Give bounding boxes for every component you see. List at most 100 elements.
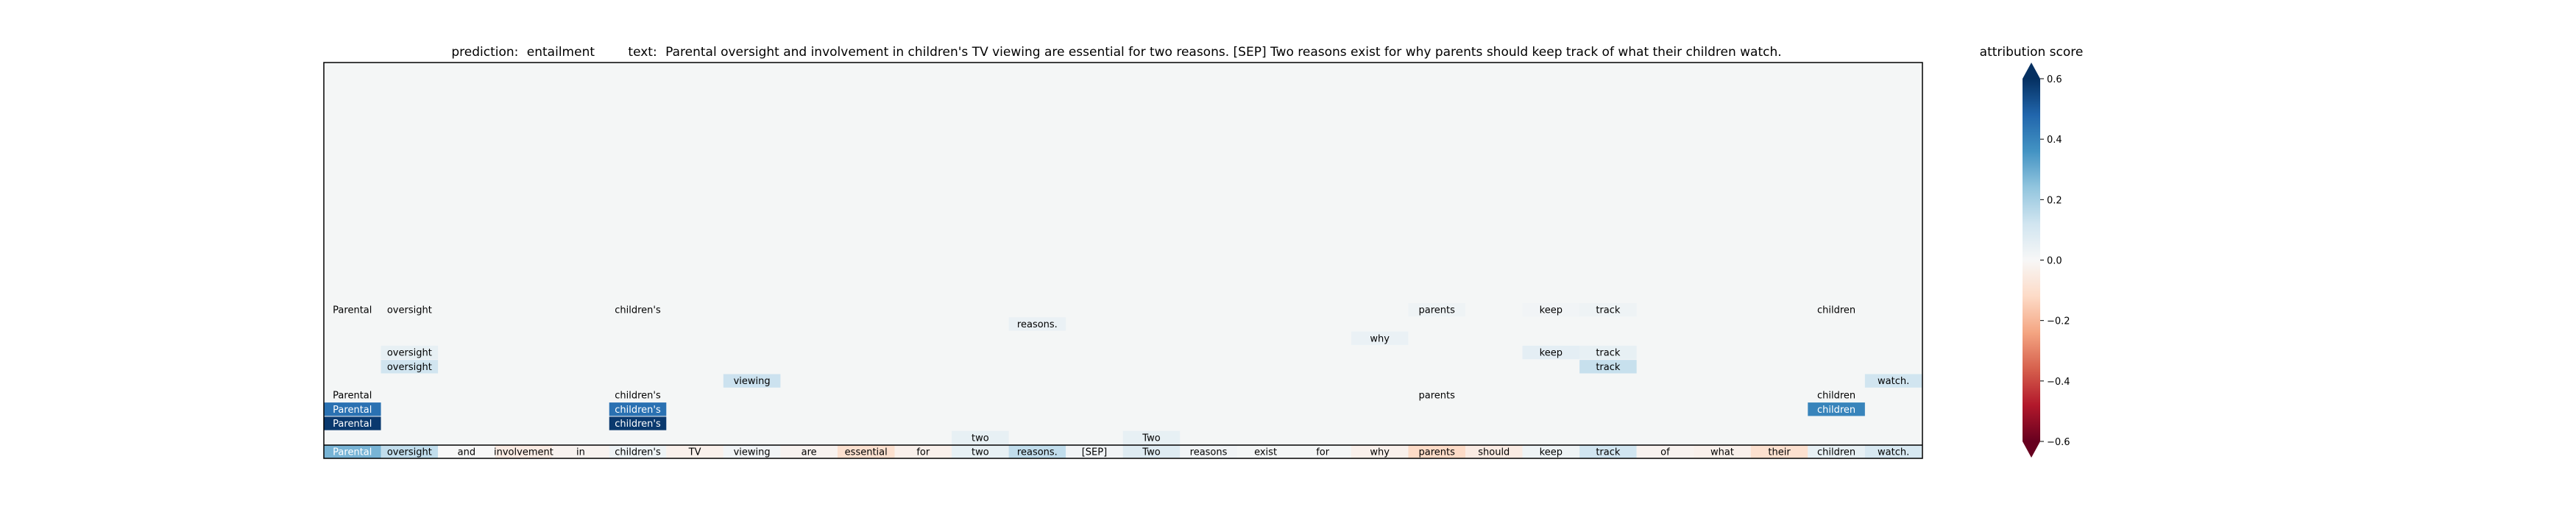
base-token-cell bbox=[1008, 445, 1066, 459]
attention-token-cell bbox=[952, 430, 1009, 444]
base-token-cell bbox=[952, 445, 1009, 459]
attention-token-cell bbox=[1579, 303, 1637, 317]
attention-token-cell bbox=[381, 360, 439, 374]
base-token-cell bbox=[1694, 445, 1751, 459]
base-token-label: for bbox=[916, 447, 930, 458]
attention-token-label: Two bbox=[1142, 433, 1160, 444]
attention-token-label: Parental bbox=[333, 305, 372, 316]
base-token-cell bbox=[1351, 445, 1409, 459]
base-token-label: should bbox=[1478, 447, 1510, 458]
attention-token-cell bbox=[324, 303, 381, 317]
colorbar-label: attribution score bbox=[1980, 45, 2084, 60]
base-token-label: are bbox=[802, 447, 817, 458]
attention-token-label: children's bbox=[615, 419, 661, 430]
base-token-cell bbox=[1579, 445, 1637, 459]
base-token-cell bbox=[1465, 445, 1523, 459]
attention-token-label: why bbox=[1370, 333, 1390, 344]
attention-token-cell bbox=[1008, 317, 1066, 331]
plot-frame bbox=[323, 62, 1923, 459]
base-token-cell bbox=[894, 445, 952, 459]
base-token-label: in bbox=[576, 447, 585, 458]
attention-token-label: viewing bbox=[734, 376, 771, 387]
plot-background bbox=[324, 63, 1922, 458]
attention-token-label: Parental bbox=[333, 390, 372, 401]
base-token-cell bbox=[1236, 445, 1295, 459]
attention-token-label: parents bbox=[1419, 390, 1456, 401]
attention-token-label: Parental bbox=[333, 405, 372, 416]
base-token-label: essential bbox=[845, 447, 888, 458]
base-token-label: parents bbox=[1419, 447, 1456, 458]
base-token-cell bbox=[1066, 445, 1123, 459]
attention-token-label: Parental bbox=[333, 419, 372, 430]
base-token-cell bbox=[666, 445, 723, 459]
attention-token-label: track bbox=[1596, 362, 1621, 373]
attention-token-cell bbox=[1122, 430, 1181, 444]
attention-token-cell bbox=[609, 303, 667, 317]
attention-token-cell bbox=[609, 388, 667, 402]
colorbar-tick-label: 0.6 bbox=[2047, 74, 2062, 85]
base-token-cell bbox=[495, 445, 553, 459]
base-token-label: for bbox=[1316, 447, 1330, 458]
base-token-cell bbox=[837, 445, 895, 459]
base-token-label: of bbox=[1660, 447, 1670, 458]
base-token-cell bbox=[1122, 445, 1181, 459]
attention-token-label: two bbox=[972, 433, 989, 444]
attention-token-label: watch. bbox=[1878, 376, 1909, 387]
base-token-cell bbox=[723, 445, 781, 459]
base-token-cell bbox=[780, 445, 838, 459]
base-token-label: [SEP] bbox=[1082, 447, 1107, 458]
colorbar bbox=[2023, 79, 2040, 441]
attention-token-cell bbox=[324, 416, 381, 430]
attention-token-label: track bbox=[1596, 348, 1621, 359]
base-token-label: their bbox=[1768, 447, 1791, 458]
base-token-cell bbox=[324, 445, 381, 459]
base-token-cell bbox=[1522, 445, 1580, 459]
attention-token-cell bbox=[1808, 388, 1865, 402]
attention-token-cell bbox=[1522, 303, 1580, 317]
base-token-label: TV bbox=[688, 447, 701, 458]
text-label: text: bbox=[628, 45, 657, 60]
token-labels: Parental oversight and involvement in childre… bbox=[333, 305, 1909, 458]
attention-token-cell bbox=[1408, 388, 1465, 402]
figure-title: prediction: entailment text: Parental ov… bbox=[451, 45, 1781, 60]
base-token-label: keep bbox=[1540, 447, 1563, 458]
base-token-cell bbox=[1636, 445, 1694, 459]
attention-token-cell bbox=[609, 402, 667, 416]
attention-token-cell bbox=[723, 374, 781, 388]
attention-token-cell bbox=[1808, 303, 1865, 317]
base-token-cell bbox=[552, 445, 609, 459]
base-token-cell bbox=[1408, 445, 1465, 459]
colorbar-tick-label: −0.4 bbox=[2047, 377, 2070, 388]
attention-token-label: oversight bbox=[387, 362, 432, 373]
attention-token-label: oversight bbox=[387, 348, 432, 359]
attention-token-cell bbox=[1522, 345, 1580, 360]
base-token-label: two bbox=[972, 447, 989, 458]
attention-token-cell bbox=[381, 303, 439, 317]
attention-token-label: children bbox=[1817, 305, 1855, 316]
base-token-cell bbox=[438, 445, 495, 459]
attention-token-label: track bbox=[1596, 305, 1621, 316]
base-token-label: involvement bbox=[494, 447, 553, 458]
heatmap-cells bbox=[324, 303, 1922, 459]
base-token-label: reasons bbox=[1190, 447, 1228, 458]
base-token-label: Two bbox=[1142, 447, 1160, 458]
colorbar-extend-min bbox=[2023, 441, 2040, 458]
prediction-value: entailment bbox=[527, 45, 595, 60]
attention-token-cell bbox=[1408, 303, 1465, 317]
base-token-label: reasons. bbox=[1017, 447, 1058, 458]
base-token-label: why bbox=[1370, 447, 1390, 458]
base-token-cell bbox=[1294, 445, 1351, 459]
attention-token-cell bbox=[1808, 402, 1865, 416]
colorbar-extend-max bbox=[2023, 63, 2040, 79]
base-token-label: watch. bbox=[1878, 447, 1909, 458]
attention-token-cell bbox=[1579, 360, 1637, 374]
base-token-label: what bbox=[1710, 447, 1734, 458]
base-token-label: children bbox=[1817, 447, 1855, 458]
base-token-label: and bbox=[458, 447, 475, 458]
base-token-label: Parental bbox=[333, 447, 372, 458]
attention-token-cell bbox=[381, 345, 439, 360]
attention-token-cell bbox=[609, 416, 667, 430]
base-token-label: viewing bbox=[734, 447, 771, 458]
base-token-cell bbox=[609, 445, 667, 459]
attention-token-label: oversight bbox=[387, 305, 432, 316]
